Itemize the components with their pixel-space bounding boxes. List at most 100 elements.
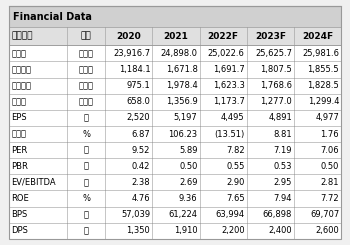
Text: 0.50: 0.50 bbox=[179, 162, 197, 171]
Bar bbox=[9, 45, 341, 61]
Text: 23,916.7: 23,916.7 bbox=[113, 49, 150, 58]
Text: PER: PER bbox=[12, 146, 28, 155]
Text: 1,671.8: 1,671.8 bbox=[166, 65, 197, 74]
Text: 배: 배 bbox=[84, 146, 89, 155]
Text: 배: 배 bbox=[84, 178, 89, 187]
Text: 66,898: 66,898 bbox=[262, 210, 292, 219]
Text: 2,200: 2,200 bbox=[221, 226, 245, 235]
Text: 975.1: 975.1 bbox=[127, 81, 150, 90]
Text: 5,197: 5,197 bbox=[174, 113, 197, 122]
Bar bbox=[9, 142, 341, 158]
Text: 4.76: 4.76 bbox=[132, 194, 150, 203]
Text: 25,022.6: 25,022.6 bbox=[208, 49, 245, 58]
Bar bbox=[9, 191, 341, 207]
Bar bbox=[9, 158, 341, 174]
Text: 투자지표: 투자지표 bbox=[12, 32, 33, 41]
Text: 0.53: 0.53 bbox=[273, 162, 292, 171]
Text: EV/EBITDA: EV/EBITDA bbox=[12, 178, 56, 187]
Text: 9.36: 9.36 bbox=[179, 194, 197, 203]
Text: 1,350: 1,350 bbox=[127, 226, 150, 235]
Text: 6.87: 6.87 bbox=[132, 130, 150, 138]
Text: 61,224: 61,224 bbox=[168, 210, 197, 219]
Text: PBR: PBR bbox=[12, 162, 28, 171]
Text: (13.51): (13.51) bbox=[215, 130, 245, 138]
Text: ROE: ROE bbox=[12, 194, 29, 203]
Text: 매출액: 매출액 bbox=[12, 49, 27, 58]
Text: 7.82: 7.82 bbox=[226, 146, 245, 155]
Text: 순이익: 순이익 bbox=[12, 97, 27, 106]
Text: 2.69: 2.69 bbox=[179, 178, 197, 187]
Text: 배: 배 bbox=[84, 162, 89, 171]
Text: %: % bbox=[82, 194, 90, 203]
Text: 2.81: 2.81 bbox=[321, 178, 339, 187]
Text: 4,977: 4,977 bbox=[315, 113, 339, 122]
Text: 1,768.6: 1,768.6 bbox=[260, 81, 292, 90]
Text: 25,981.6: 25,981.6 bbox=[302, 49, 339, 58]
Text: 0.55: 0.55 bbox=[226, 162, 245, 171]
Text: 원: 원 bbox=[84, 226, 89, 235]
Text: 원: 원 bbox=[84, 210, 89, 219]
Bar bbox=[9, 27, 341, 45]
Text: 2,520: 2,520 bbox=[127, 113, 150, 122]
Text: 증감율: 증감율 bbox=[12, 130, 27, 138]
Text: 2.95: 2.95 bbox=[274, 178, 292, 187]
Text: 7.06: 7.06 bbox=[321, 146, 339, 155]
Text: 2024F: 2024F bbox=[302, 32, 333, 41]
Text: BPS: BPS bbox=[12, 210, 28, 219]
Text: 8.81: 8.81 bbox=[273, 130, 292, 138]
Text: 2021: 2021 bbox=[163, 32, 188, 41]
Text: 1,623.3: 1,623.3 bbox=[213, 81, 245, 90]
Text: 63,994: 63,994 bbox=[216, 210, 245, 219]
Text: 7.72: 7.72 bbox=[321, 194, 339, 203]
Text: 1,184.1: 1,184.1 bbox=[119, 65, 150, 74]
Text: 57,039: 57,039 bbox=[121, 210, 150, 219]
Text: 십억원: 십억원 bbox=[78, 65, 93, 74]
Text: 24,898.0: 24,898.0 bbox=[161, 49, 197, 58]
Text: Financial Data: Financial Data bbox=[13, 12, 92, 22]
Text: 0.42: 0.42 bbox=[132, 162, 150, 171]
Text: 9.52: 9.52 bbox=[132, 146, 150, 155]
Text: 69,707: 69,707 bbox=[310, 210, 339, 219]
Text: 1.76: 1.76 bbox=[321, 130, 339, 138]
Bar bbox=[9, 94, 341, 110]
Text: 1,855.5: 1,855.5 bbox=[308, 65, 339, 74]
Text: 0.50: 0.50 bbox=[321, 162, 339, 171]
Text: 단위: 단위 bbox=[81, 32, 91, 41]
Text: 25,625.7: 25,625.7 bbox=[255, 49, 292, 58]
Text: 7.94: 7.94 bbox=[273, 194, 292, 203]
Text: 십억원: 십억원 bbox=[78, 49, 93, 58]
Text: 원: 원 bbox=[84, 113, 89, 122]
Text: 영업이익: 영업이익 bbox=[12, 65, 32, 74]
Text: %: % bbox=[82, 130, 90, 138]
Text: 1,910: 1,910 bbox=[174, 226, 197, 235]
Text: 2,400: 2,400 bbox=[268, 226, 292, 235]
Bar bbox=[9, 78, 341, 94]
Text: 세전이익: 세전이익 bbox=[12, 81, 32, 90]
Text: 7.65: 7.65 bbox=[226, 194, 245, 203]
Text: 658.0: 658.0 bbox=[126, 97, 150, 106]
Text: EPS: EPS bbox=[12, 113, 27, 122]
Text: 1,978.4: 1,978.4 bbox=[166, 81, 197, 90]
Text: 1,277.0: 1,277.0 bbox=[260, 97, 292, 106]
Text: 2023F: 2023F bbox=[255, 32, 286, 41]
Text: 1,173.7: 1,173.7 bbox=[213, 97, 245, 106]
Text: 4,891: 4,891 bbox=[268, 113, 292, 122]
Bar bbox=[9, 61, 341, 78]
Text: 1,807.5: 1,807.5 bbox=[260, 65, 292, 74]
Bar bbox=[9, 207, 341, 223]
Bar bbox=[9, 110, 341, 126]
Text: 1,356.9: 1,356.9 bbox=[166, 97, 197, 106]
Text: 1,299.4: 1,299.4 bbox=[308, 97, 339, 106]
Text: 2020: 2020 bbox=[117, 32, 141, 41]
Bar bbox=[9, 223, 341, 239]
Text: 2.90: 2.90 bbox=[226, 178, 245, 187]
Bar bbox=[9, 6, 341, 27]
Text: DPS: DPS bbox=[12, 226, 28, 235]
Text: 1,691.7: 1,691.7 bbox=[213, 65, 245, 74]
Text: 5.89: 5.89 bbox=[179, 146, 197, 155]
Text: 십억원: 십억원 bbox=[78, 81, 93, 90]
Text: 4,495: 4,495 bbox=[221, 113, 245, 122]
Text: 106.23: 106.23 bbox=[168, 130, 197, 138]
Text: 2.38: 2.38 bbox=[132, 178, 150, 187]
Text: 1,828.5: 1,828.5 bbox=[307, 81, 339, 90]
